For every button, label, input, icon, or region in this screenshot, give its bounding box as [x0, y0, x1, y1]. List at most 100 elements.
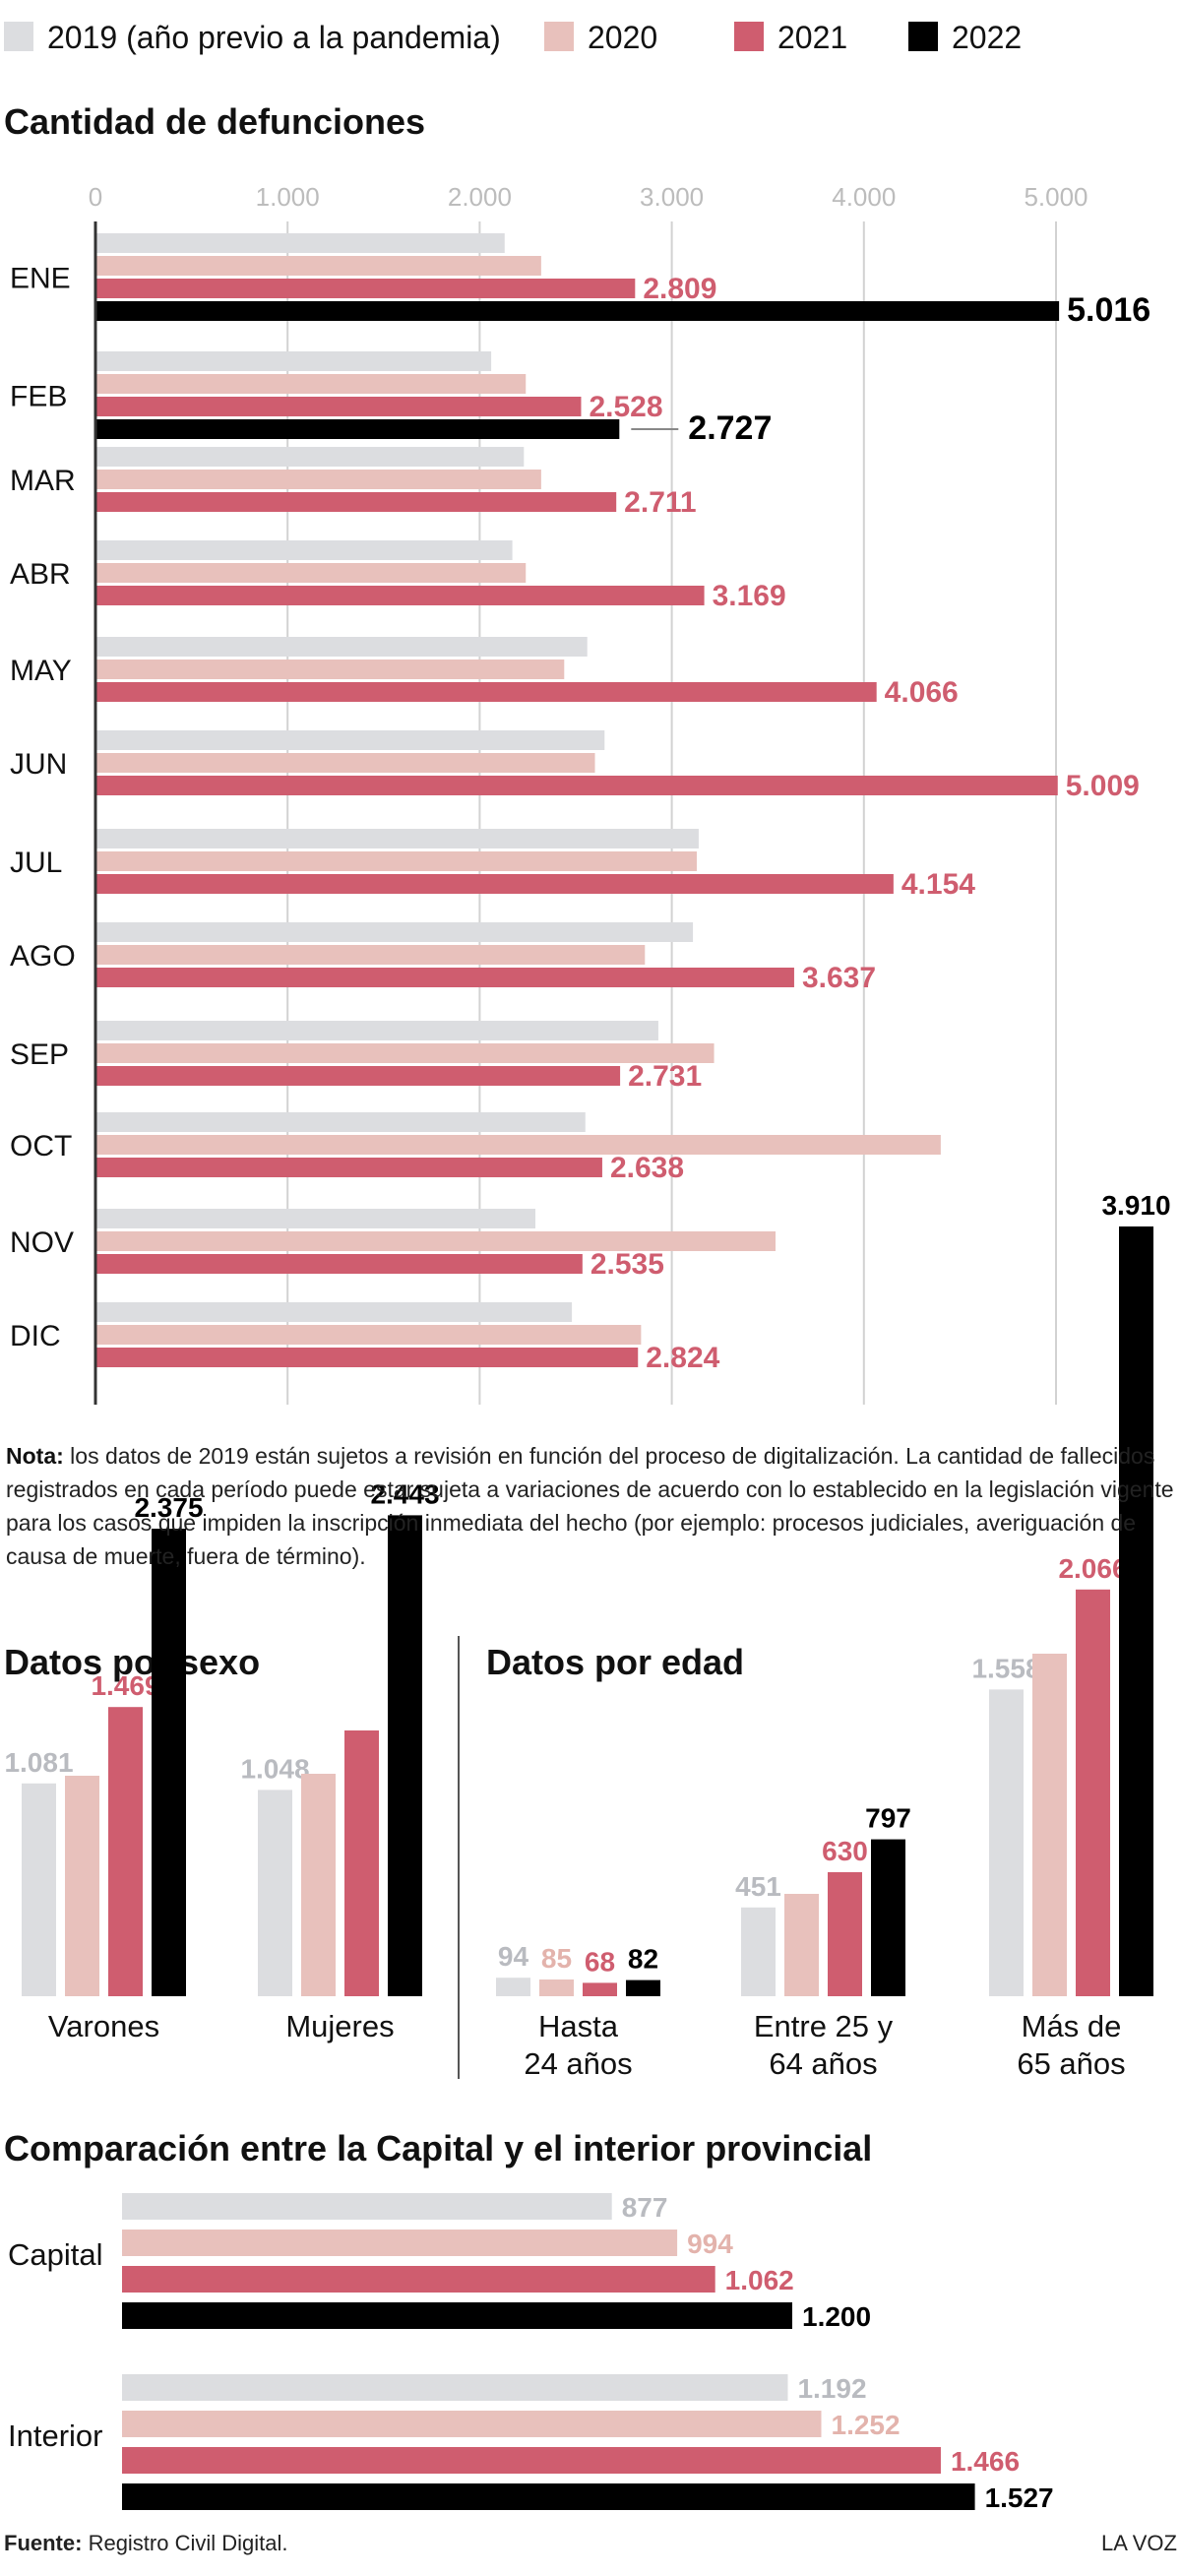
chart1-bar-JUN-2 [95, 776, 1058, 795]
chart1-bar-OCT-0 [95, 1112, 586, 1132]
chart1-label-JUN-2: 5.009 [1066, 770, 1140, 802]
chart1-category-JUL: JUL [10, 847, 62, 879]
chart1-category-MAR: MAR [10, 465, 76, 497]
chart1-bar-FEB-2 [95, 397, 582, 416]
infographic-chart: 2019 (año previo a la pandemia) 2020 2021 2… [4, 20, 1171, 2513]
legend-label-1: 2020 [588, 20, 657, 55]
chart3-bar-2-1 [1032, 1654, 1067, 1996]
chart1-label-DIC-2: 2.824 [646, 1342, 719, 1374]
chart1-bar-DIC-0 [95, 1302, 573, 1322]
chart2-bar-Varones-3 [152, 1529, 186, 1996]
chart1-bar-JUL-2 [95, 874, 894, 894]
chart3-category-0-line-0: Hasta [538, 2009, 619, 2043]
chart1-bar-ENE-3 [95, 301, 1060, 321]
chart3-bar-0-3 [626, 1979, 660, 1996]
chart4-bar-Capital-1 [122, 2230, 678, 2256]
chart1-bar-AGO-0 [95, 922, 694, 942]
chart1-label-FEB-3: 2.727 [688, 409, 772, 447]
chart3-category-1-line-1: 64 años [769, 2046, 877, 2081]
chart1-category-JUN: JUN [10, 748, 67, 781]
chart3-label-1-0: 451 [735, 1871, 781, 1902]
chart1-bar-MAY-2 [95, 682, 877, 702]
chart1-category-NOV: NOV [10, 1226, 74, 1259]
chart3-label-0-2: 68 [585, 1946, 615, 1977]
chart1-category-OCT: OCT [10, 1130, 72, 1162]
chart2-label-Varones-0: 1.081 [4, 1747, 73, 1778]
chart1-bar-ENE-2 [95, 279, 636, 298]
chart1-bar-JUN-0 [95, 730, 605, 750]
chart3-bar-1-2 [828, 1872, 862, 1996]
chart1-bar-MAR-1 [95, 470, 541, 489]
chart1-category-DIC: DIC [10, 1320, 61, 1352]
chart3-label-0-3: 82 [628, 1944, 658, 1975]
chart3-bar-2-3 [1119, 1226, 1153, 1996]
chart1-tick-3: 3.000 [640, 182, 704, 212]
legend-label-3: 2022 [952, 20, 1022, 55]
chart1-bar-JUL-1 [95, 851, 697, 871]
chart1-bar-SEP-0 [95, 1021, 658, 1040]
chart1-tick-0: 0 [89, 182, 102, 212]
chart-note: Nota: los datos de 2019 están sujetos a … [6, 1439, 1175, 1573]
chart3-label-2-2: 2.066 [1058, 1553, 1127, 1584]
chart3-label-0-0: 94 [498, 1941, 529, 1972]
chart4-bar-Capital-2 [122, 2266, 715, 2293]
legend-swatch-3 [908, 22, 938, 51]
chart3-category-0-line-1: 24 años [524, 2046, 632, 2081]
chart2-bar-Varones-2 [108, 1707, 143, 1996]
chart2-category-1: Mujeres [285, 2009, 394, 2043]
legend-label-0: 2019 (año previo a la pandemia) [47, 20, 501, 55]
chart2-label-Mujeres-3: 2.443 [370, 1478, 439, 1509]
chart4-bar-Interior-1 [122, 2411, 822, 2437]
chart3-category-1-line-0: Entre 25 y [754, 2009, 894, 2043]
chart3-bar-0-2 [583, 1982, 617, 1996]
chart4-label-Capital-2: 1.062 [725, 2265, 794, 2295]
chart1-bar-FEB-0 [95, 351, 492, 371]
chart4-label-Interior-0: 1.192 [797, 2373, 866, 2404]
chart1-bar-DIC-2 [95, 1348, 639, 1367]
chart1-label-MAY-2: 4.066 [885, 676, 959, 709]
chart1-category-MAY: MAY [10, 655, 72, 687]
chart4-title: Comparación entre la Capital y el interi… [4, 2128, 872, 2168]
chart1-label-NOV-2: 2.535 [590, 1248, 664, 1281]
legend-label-2: 2021 [777, 20, 847, 55]
chart1-tick-4: 4.000 [832, 182, 896, 212]
chart2-bar-Mujeres-1 [301, 1774, 336, 1996]
source-credit: Fuente: Registro Civil Digital. [4, 2531, 288, 2556]
chart1-label-AGO-2: 3.637 [802, 962, 876, 994]
chart3-bar-2-0 [989, 1689, 1024, 1996]
chart1-bar-MAR-0 [95, 447, 525, 467]
chart1-title: Cantidad de defunciones [4, 101, 425, 142]
chart1-category-FEB: FEB [10, 381, 67, 413]
chart1-bar-NOV-0 [95, 1209, 536, 1228]
legend-swatch-0 [4, 22, 33, 51]
chart1-label-SEP-2: 2.731 [628, 1060, 702, 1093]
chart3-bar-1-3 [871, 1839, 905, 1996]
chart4-bar-Interior-0 [122, 2374, 788, 2401]
chart1-bar-FEB-3 [95, 419, 620, 439]
source-label: Fuente: [4, 2531, 83, 2555]
chart4-label-Interior-1: 1.252 [832, 2410, 901, 2440]
chart1-bar-SEP-2 [95, 1066, 621, 1086]
chart1-bar-DIC-1 [95, 1325, 642, 1345]
source-text: Registro Civil Digital. [82, 2531, 288, 2555]
chart3-bar-1-1 [784, 1894, 819, 1996]
chart1-label-ENE-2: 2.809 [643, 273, 716, 305]
chart4-label-Capital-1: 994 [687, 2229, 733, 2259]
chart1-bar-MAY-1 [95, 660, 565, 679]
chart1-bar-ENE-1 [95, 256, 541, 276]
chart3-label-2-0: 1.558 [971, 1653, 1040, 1683]
chart4-label-Interior-2: 1.466 [951, 2446, 1020, 2477]
chart1-bar-ABR-2 [95, 586, 705, 605]
chart2-bar-Mujeres-2 [344, 1730, 379, 1996]
chart4-bar-Capital-3 [122, 2302, 792, 2329]
chart3-label-0-1: 85 [541, 1943, 572, 1974]
chart1-category-ABR: ABR [10, 558, 71, 591]
chart4-label-Capital-3: 1.200 [802, 2301, 871, 2332]
chart3-label-1-3: 797 [865, 1803, 911, 1834]
chart4-category-Interior: Interior [8, 2419, 102, 2453]
chart1-label-FEB-2: 2.528 [589, 391, 662, 423]
chart1-label-JUL-2: 4.154 [901, 868, 975, 901]
chart3-bar-0-0 [496, 1978, 530, 1996]
chart1-label-ABR-2: 3.169 [713, 580, 786, 612]
